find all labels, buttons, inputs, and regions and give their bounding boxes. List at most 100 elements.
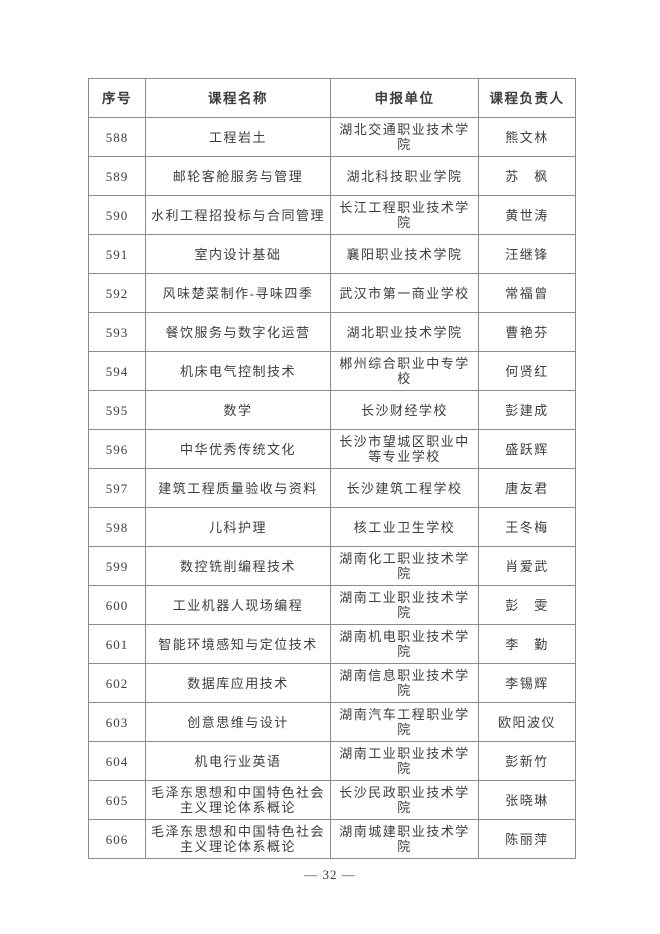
cell-index: 591 (88, 234, 146, 274)
cell-index: 602 (88, 663, 146, 703)
cell-course-leader: 张晓琳 (478, 780, 576, 820)
table-row: 588 工程岩土 湖北交通职业技术学院 熊文林 (88, 117, 576, 157)
cell-index: 600 (88, 585, 146, 625)
cell-applying-unit: 武汉市第一商业学校 (330, 273, 479, 313)
column-header-person: 课程负责人 (478, 78, 576, 118)
cell-applying-unit: 湖南汽车工程职业学院 (330, 702, 479, 742)
cell-course-leader: 唐友君 (478, 468, 576, 508)
column-header-index: 序号 (88, 78, 146, 118)
page-number: — 32 — (304, 867, 356, 882)
cell-applying-unit: 湖南化工职业技术学院 (330, 546, 479, 586)
cell-index: 595 (88, 390, 146, 430)
cell-course-name: 机床电气控制技术 (145, 351, 331, 391)
cell-applying-unit: 湖北交通职业技术学院 (330, 117, 479, 157)
course-list-table: 序号 课程名称 申报单位 课程负责人 588 工程岩土 湖北交通职业技术学院 熊文林 5… (88, 78, 576, 859)
table-row: 599 数控铣削编程技术 湖南化工职业技术学院 肖爱武 (88, 546, 576, 586)
cell-course-name: 邮轮客舱服务与管理 (145, 156, 331, 196)
cell-index: 594 (88, 351, 146, 391)
cell-course-leader: 何贤红 (478, 351, 576, 391)
cell-course-leader: 彭新竹 (478, 741, 576, 781)
cell-applying-unit: 长沙财经学校 (330, 390, 479, 430)
cell-index: 603 (88, 702, 146, 742)
cell-course-name: 儿科护理 (145, 507, 331, 547)
cell-course-leader: 熊文林 (478, 117, 576, 157)
cell-index: 596 (88, 429, 146, 469)
cell-applying-unit: 湖南工业职业技术学院 (330, 741, 479, 781)
table-row: 605 毛泽东思想和中国特色社会主义理论体系概论 长沙民政职业技术学院 张晓琳 (88, 780, 576, 820)
cell-course-leader: 李 勤 (478, 624, 576, 664)
cell-course-name: 智能环境感知与定位技术 (145, 624, 331, 664)
cell-applying-unit: 湖北职业技术学院 (330, 312, 479, 352)
cell-applying-unit: 长江工程职业技术学院 (330, 195, 479, 235)
cell-applying-unit: 湖南工业职业技术学院 (330, 585, 479, 625)
table-row: 600 工业机器人现场编程 湖南工业职业技术学院彭 雯 (88, 585, 576, 625)
cell-course-name: 数学 (145, 390, 331, 430)
cell-index: 599 (88, 546, 146, 586)
cell-applying-unit: 核工业卫生学校 (330, 507, 479, 547)
cell-course-name: 机电行业英语 (145, 741, 331, 781)
cell-applying-unit: 襄阳职业技术学院 (330, 234, 479, 274)
cell-course-leader: 常福曾 (478, 273, 576, 313)
cell-index: 604 (88, 741, 146, 781)
cell-course-name: 水利工程招投标与合同管理 (145, 195, 331, 235)
cell-index: 592 (88, 273, 146, 313)
cell-course-leader: 肖爱武 (478, 546, 576, 586)
cell-course-name: 毛泽东思想和中国特色社会主义理论体系概论 (145, 780, 331, 820)
cell-course-leader: 汪继锋 (478, 234, 576, 274)
table-row: 592 风味楚菜制作-寻味四季 武汉市第一商业学校 常福曾 (88, 273, 576, 313)
cell-course-leader: 曹艳芬 (478, 312, 576, 352)
table-row: 602 数据库应用技术 湖南信息职业技术学院 李锡辉 (88, 663, 576, 703)
cell-course-name: 工业机器人现场编程 (145, 585, 331, 625)
cell-index: 605 (88, 780, 146, 820)
cell-course-leader: 苏 枫 (478, 156, 576, 196)
table-row: 591 室内设计基础 襄阳职业技术学院 汪继锋 (88, 234, 576, 274)
table-header: 序号 课程名称 申报单位 课程负责人 (88, 78, 576, 118)
cell-applying-unit: 长沙民政职业技术学院 (330, 780, 479, 820)
cell-applying-unit: 长沙建筑工程学校 (330, 468, 479, 508)
table-row: 598 儿科护理 核工业卫生学校 王冬梅 (88, 507, 576, 547)
cell-index: 606 (88, 819, 146, 859)
cell-course-leader: 黄世涛 (478, 195, 576, 235)
table-row: 590 水利工程招投标与合同管理 长江工程职业技术学院 黄世涛 (88, 195, 576, 235)
table-row: 604 机电行业英语 湖南工业职业技术学院 彭新竹 (88, 741, 576, 781)
cell-applying-unit: 长沙市望城区职业中等专业学校 (330, 429, 479, 469)
cell-applying-unit: 湖南机电职业技术学院 (330, 624, 479, 664)
table-row: 597 建筑工程质量验收与资料 长沙建筑工程学校 唐友君 (88, 468, 576, 508)
cell-applying-unit: 湖南城建职业技术学院 (330, 819, 479, 859)
column-header-unit: 申报单位 (330, 78, 479, 118)
table-row: 603 创意思维与设计 湖南汽车工程职业学院 欧阳波仪 (88, 702, 576, 742)
table-row: 589 邮轮客舱服务与管理 湖北科技职业学院苏 枫 (88, 156, 576, 196)
table-row: 601 智能环境感知与定位技术 湖南机电职业技术学院李 勤 (88, 624, 576, 664)
cell-index: 588 (88, 117, 146, 157)
cell-course-leader: 李锡辉 (478, 663, 576, 703)
cell-course-leader: 王冬梅 (478, 507, 576, 547)
table-row: 594 机床电气控制技术 郴州综合职业中专学校 何贤红 (88, 351, 576, 391)
cell-course-leader: 欧阳波仪 (478, 702, 576, 742)
column-header-course: 课程名称 (145, 78, 331, 118)
cell-index: 601 (88, 624, 146, 664)
cell-index: 598 (88, 507, 146, 547)
cell-index: 590 (88, 195, 146, 235)
table-body: 588 工程岩土 湖北交通职业技术学院 熊文林 589 邮轮客舱服务与管理 湖北科技职业学院… (88, 117, 576, 859)
cell-course-name: 室内设计基础 (145, 234, 331, 274)
table-row: 593 餐饮服务与数字化运营 湖北职业技术学院 曹艳芬 (88, 312, 576, 352)
table-row: 596 中华优秀传统文化 长沙市望城区职业中等专业学校 盛跃辉 (88, 429, 576, 469)
cell-applying-unit: 郴州综合职业中专学校 (330, 351, 479, 391)
cell-course-leader: 彭 雯 (478, 585, 576, 625)
cell-applying-unit: 湖北科技职业学院 (330, 156, 479, 196)
table-row: 595 数学 长沙财经学校 彭建成 (88, 390, 576, 430)
cell-course-leader: 彭建成 (478, 390, 576, 430)
cell-applying-unit: 湖南信息职业技术学院 (330, 663, 479, 703)
cell-course-name: 建筑工程质量验收与资料 (145, 468, 331, 508)
cell-course-name: 数控铣削编程技术 (145, 546, 331, 586)
cell-course-name: 中华优秀传统文化 (145, 429, 331, 469)
cell-course-name: 餐饮服务与数字化运营 (145, 312, 331, 352)
cell-index: 589 (88, 156, 146, 196)
cell-index: 597 (88, 468, 146, 508)
cell-course-name: 工程岩土 (145, 117, 331, 157)
table-row: 606 毛泽东思想和中国特色社会主义理论体系概论 湖南城建职业技术学院 陈丽萍 (88, 819, 576, 859)
cell-index: 593 (88, 312, 146, 352)
table-header-row: 序号 课程名称 申报单位 课程负责人 (88, 78, 576, 118)
cell-course-name: 风味楚菜制作-寻味四季 (145, 273, 331, 313)
